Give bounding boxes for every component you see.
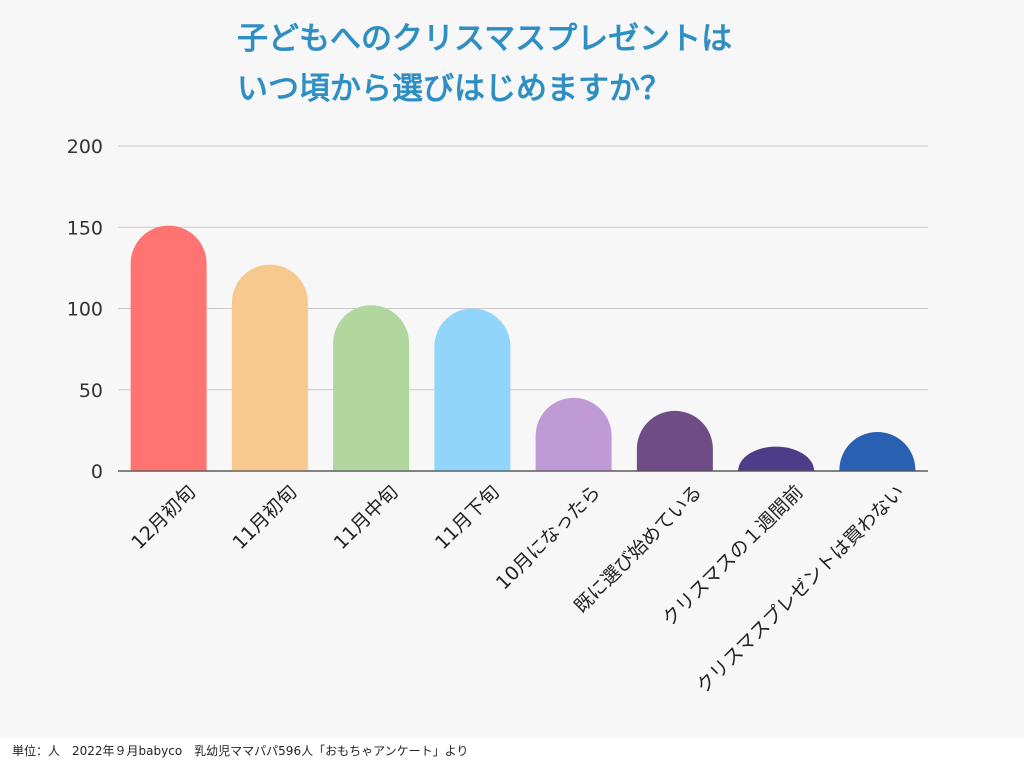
x-category-label: 12月初旬 <box>127 481 200 554</box>
y-tick-label: 0 <box>91 461 103 483</box>
bar-chart: 0 50 100 150 200 12月初旬 11月初旬 11月中旬 11月下旬10月になったら… <box>67 136 928 698</box>
bar <box>839 432 916 471</box>
y-tick-label: 150 <box>67 217 103 239</box>
y-tick-label: 50 <box>79 380 103 402</box>
chart-title: 子どもへのクリスマスプレゼントは いつ頃から選びはじめますか？ <box>237 14 732 114</box>
x-category-label: 11月下旬 <box>431 481 504 554</box>
bar <box>434 308 511 471</box>
bar <box>333 305 410 471</box>
bar <box>130 225 207 471</box>
y-tick-label: 200 <box>67 136 103 158</box>
y-tick-label: 100 <box>67 299 103 321</box>
chart-title-line-1: 子どもへのクリスマスプレゼントは <box>237 21 733 57</box>
chart-title-line-2: いつ頃から選びはじめますか？ <box>237 71 671 107</box>
bar <box>738 446 815 471</box>
source-footnote: 単位：人 2022年９月babyco 乳幼児ママパパ596人「おもちゃアンケート… <box>0 738 1024 768</box>
bar <box>636 410 713 471</box>
bar <box>535 397 612 471</box>
x-category-label: 11月初旬 <box>228 481 301 554</box>
x-category-label: クリスマスプレゼントは買わない <box>692 481 909 698</box>
x-category-label: 10月になったら <box>492 481 605 594</box>
bar <box>231 264 308 471</box>
x-category-label: 11月中旬 <box>330 481 403 554</box>
